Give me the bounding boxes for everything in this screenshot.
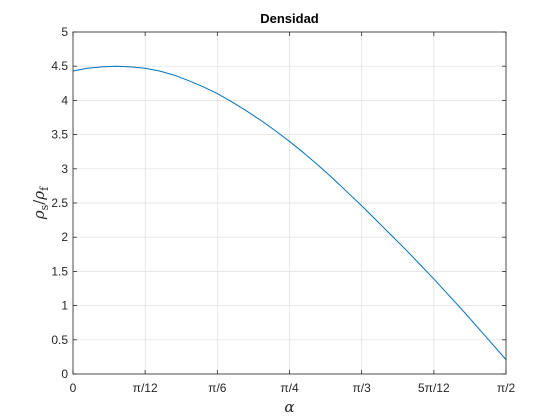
y-tick-label: 2 bbox=[61, 230, 68, 244]
y-tick-labels: 0 0.5 1 1.5 2 2.5 3 3.5 4 4.5 5 bbox=[51, 25, 68, 381]
y-tick-label: 0.5 bbox=[51, 333, 68, 347]
y-tick-label: 5 bbox=[61, 25, 68, 39]
y-tick-label: 2.5 bbox=[51, 196, 68, 210]
x-tick-label: π/2 bbox=[497, 381, 516, 395]
y-axis-label-sub-f: f bbox=[38, 186, 51, 191]
y-tick-label: 1 bbox=[61, 299, 68, 313]
y-tick-label: 1.5 bbox=[51, 264, 68, 278]
x-tick-label: 0 bbox=[70, 381, 77, 395]
x-tick-label: 5π/12 bbox=[418, 381, 450, 395]
y-tick-label: 4.5 bbox=[51, 59, 68, 73]
x-tick-labels: 0 π/12 π/6 π/4 π/3 5π/12 π/2 bbox=[70, 381, 516, 395]
y-axis-label-slash: / bbox=[30, 199, 48, 205]
y-tick-label: 3 bbox=[61, 162, 68, 176]
y-tick-label: 4 bbox=[61, 93, 68, 107]
chart-title: Densidad bbox=[260, 11, 319, 26]
x-tick-label: π/6 bbox=[208, 381, 227, 395]
x-axis-label: α bbox=[284, 398, 294, 416]
y-tick-label: 0 bbox=[61, 367, 68, 381]
x-tick-label: π/3 bbox=[353, 381, 372, 395]
y-axis-label-rho-s: ρ bbox=[30, 210, 48, 220]
density-series-line bbox=[72, 65, 507, 360]
x-tick-label: π/12 bbox=[133, 381, 158, 395]
y-axis-label-rho-f: ρ bbox=[30, 191, 48, 201]
series-layer bbox=[72, 65, 507, 360]
axis-ticks bbox=[72, 31, 507, 375]
y-axis-label-sub-s: s bbox=[38, 204, 51, 210]
y-tick-label: 3.5 bbox=[51, 128, 68, 142]
y-axis-label: ρs/ρf bbox=[30, 186, 51, 220]
x-tick-label: π/4 bbox=[280, 381, 299, 395]
